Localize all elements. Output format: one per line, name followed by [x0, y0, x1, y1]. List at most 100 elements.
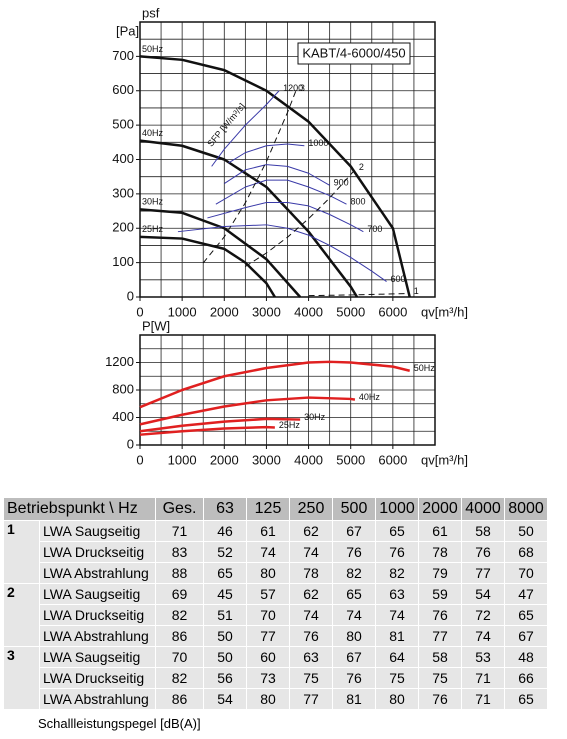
value-cell: 65: [375, 520, 420, 542]
table-row: LWA Druckseitig 82 51 70 74 74 74 76 72 65: [4, 604, 549, 626]
value-cell: 76: [418, 688, 463, 710]
value-cell: 58: [461, 520, 506, 542]
value-cell: 75: [418, 667, 463, 689]
x-tick-label: 5000: [336, 452, 365, 467]
value-cell: 47: [504, 583, 549, 605]
value-cell: 45: [203, 583, 248, 605]
value-cell: 79: [418, 562, 463, 584]
value-cell: 62: [289, 583, 334, 605]
x-tick-label: 6000: [378, 452, 407, 467]
series-label: 25Hz: [279, 420, 301, 430]
value-cell: 74: [246, 541, 291, 563]
value-cell: 71: [155, 520, 205, 542]
header-cell: 4000: [461, 497, 506, 521]
value-cell: 77: [246, 625, 291, 647]
value-cell: 74: [332, 604, 377, 626]
series-line: [139, 55, 411, 298]
table-row: LWA Druckseitig 82 56 73 75 76 75 75 71 66: [4, 667, 549, 689]
y-tick-label: 400: [112, 151, 134, 166]
y-tick-label: 800: [112, 381, 134, 396]
value-cell: 51: [203, 604, 248, 626]
value-cell: 66: [504, 667, 549, 689]
x-axis-label: qv[m³/h]: [421, 452, 468, 467]
value-cell: 76: [332, 667, 377, 689]
value-cell: 88: [155, 562, 205, 584]
series-line: [211, 90, 280, 167]
value-cell: 65: [504, 688, 549, 710]
value-cell: 50: [203, 646, 248, 668]
series-line: [139, 417, 301, 433]
value-cell: 62: [289, 520, 334, 542]
series-label: 50Hz: [142, 44, 164, 54]
value-cell: 77: [289, 688, 334, 710]
y-tick-label: 0: [127, 288, 134, 303]
value-cell: 68: [504, 541, 549, 563]
series-line: [139, 425, 275, 436]
header-cell: Betriebspunkt \ Hz: [2, 497, 157, 521]
y-tick-label: 600: [112, 82, 134, 97]
x-tick-label: 1000: [168, 304, 197, 319]
series-label: 2: [359, 162, 364, 172]
row-label: LWA Saugseitig: [38, 583, 157, 605]
value-cell: 67: [332, 520, 377, 542]
x-tick-label: 1000: [168, 452, 197, 467]
sound-table: Betriebspunkt \ Hz Ges. 63 125 250 500 1000 200…: [2, 497, 549, 710]
value-cell: 63: [375, 583, 420, 605]
value-cell: 76: [461, 541, 506, 563]
value-cell: 54: [461, 583, 506, 605]
point-cell: 3: [3, 646, 40, 710]
value-cell: 71: [461, 667, 506, 689]
value-cell: 75: [375, 667, 420, 689]
series-label: 30Hz: [304, 412, 326, 422]
value-cell: 71: [461, 688, 506, 710]
value-cell: 48: [504, 646, 549, 668]
point-cell: 1: [3, 520, 40, 584]
value-cell: 81: [375, 625, 420, 647]
value-cell: 72: [461, 604, 506, 626]
series-line: [224, 164, 330, 186]
value-cell: 64: [375, 646, 420, 668]
header-cell: 500: [332, 497, 377, 521]
series-label: 1200: [283, 83, 303, 93]
series-label: 900: [334, 178, 349, 188]
series-label: 1: [414, 286, 419, 296]
series-label: 30Hz: [142, 197, 164, 207]
value-cell: 76: [332, 541, 377, 563]
series-line: [177, 224, 387, 282]
value-cell: 65: [504, 604, 549, 626]
value-cell: 63: [289, 646, 334, 668]
table-row: LWA Abstrahlung 86 54 80 77 81 80 76 71 65: [4, 688, 549, 710]
value-cell: 74: [375, 604, 420, 626]
value-cell: 83: [155, 541, 205, 563]
value-cell: 50: [504, 520, 549, 542]
value-cell: 77: [418, 625, 463, 647]
series-line: [245, 169, 356, 267]
y-tick-label: 500: [112, 117, 134, 132]
value-cell: 76: [418, 604, 463, 626]
point-cell: 2: [3, 583, 40, 647]
value-cell: 50: [203, 625, 248, 647]
series-line: [308, 293, 410, 297]
value-cell: 56: [203, 667, 248, 689]
chart-title: KABT/4-6000/450: [302, 45, 405, 60]
y-axis-label: P[W]: [142, 318, 170, 333]
series-label: 600: [391, 274, 406, 284]
y-tick-label: 700: [112, 48, 134, 63]
value-cell: 58: [418, 646, 463, 668]
y-axis-unit: [Pa]: [116, 23, 139, 38]
series-line: [207, 201, 364, 233]
x-tick-label: 6000: [378, 304, 407, 319]
header-cell: Ges.: [155, 497, 205, 521]
value-cell: 78: [418, 541, 463, 563]
value-cell: 77: [461, 562, 506, 584]
value-cell: 82: [155, 667, 205, 689]
table-row: LWA Abstrahlung 86 50 77 76 80 81 77 74 67: [4, 625, 549, 647]
value-cell: 70: [246, 604, 291, 626]
value-cell: 82: [155, 604, 205, 626]
value-cell: 69: [155, 583, 205, 605]
series-label: 40Hz: [142, 128, 164, 138]
charts: 0 1000 2000 3000 4000 5000 6000010020030040050…: [105, 5, 468, 467]
x-tick-label: 3000: [252, 452, 281, 467]
value-cell: 75: [289, 667, 334, 689]
x-tick-label: 4000: [294, 304, 323, 319]
